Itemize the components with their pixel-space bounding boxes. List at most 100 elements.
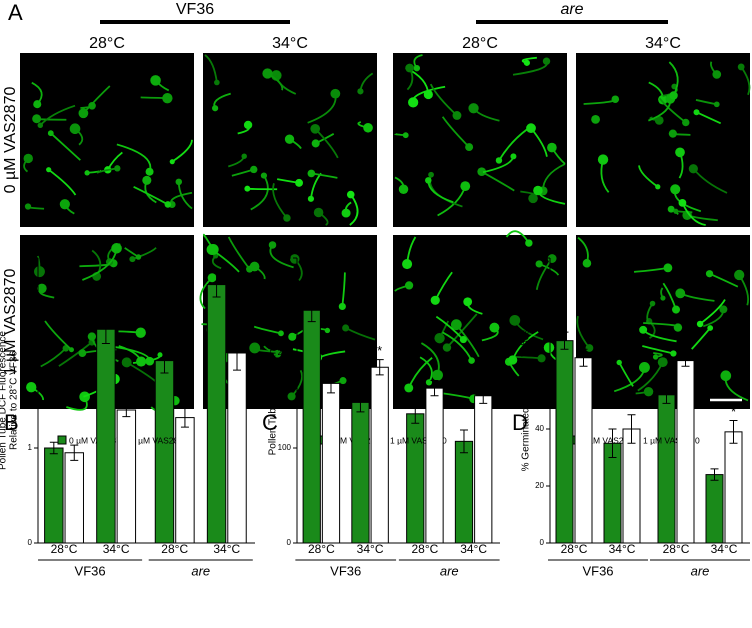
pollen-tube xyxy=(638,165,659,188)
pollen-tube xyxy=(648,98,672,122)
pollen-tube xyxy=(126,361,157,382)
bar xyxy=(705,474,724,544)
pollen-tube xyxy=(699,299,726,325)
x-tick-label: 28°C xyxy=(51,542,78,556)
pollen-tube xyxy=(40,347,67,368)
pollen-tube xyxy=(171,139,193,163)
temp-label: 34°C xyxy=(272,35,308,52)
error-bar xyxy=(375,359,384,376)
pollen-grain xyxy=(307,169,316,178)
pollen-tube xyxy=(481,326,499,342)
pollen-tube xyxy=(35,117,67,121)
error-bar xyxy=(430,380,439,397)
x-tick-label: 28°C xyxy=(663,542,690,556)
bar xyxy=(116,409,137,544)
bar xyxy=(676,360,695,544)
pollen-tube xyxy=(269,244,294,269)
y-tick-label: 1 xyxy=(28,443,33,452)
pollen-tube xyxy=(66,396,88,411)
legend-label: 1 µM VAS2870 xyxy=(643,435,700,445)
error-bar xyxy=(560,331,569,350)
error-bar xyxy=(411,403,420,424)
bar xyxy=(574,357,593,544)
pollen-tube xyxy=(593,118,597,124)
x-tick-label: 28°C xyxy=(161,542,188,556)
pollen-tube xyxy=(318,211,329,226)
pollen-tube xyxy=(420,342,440,376)
pollen-tube xyxy=(429,83,458,117)
pollen-grain xyxy=(547,142,557,153)
pollen-tube xyxy=(406,236,417,265)
group-label: are xyxy=(191,563,210,578)
error-bar xyxy=(70,444,79,461)
pollen-tube xyxy=(64,203,75,215)
pollen-tube xyxy=(679,292,715,302)
pollen-grain xyxy=(243,120,253,130)
y-tick-label: 100 xyxy=(278,443,292,452)
error-bar xyxy=(356,392,365,413)
pollen-tube xyxy=(658,97,687,124)
pollen-tube xyxy=(394,176,405,190)
pollen-tube xyxy=(419,356,433,383)
pollen-tube xyxy=(114,346,151,362)
panel-label: D xyxy=(512,410,528,435)
x-tick-label: 34°C xyxy=(357,542,384,556)
temp-label: 28°C xyxy=(462,35,498,52)
pollen-tube xyxy=(413,54,423,69)
error-bar xyxy=(627,414,636,444)
pollen-tube xyxy=(294,258,303,282)
panel-label: A xyxy=(8,0,23,25)
pollen-tube xyxy=(740,66,751,96)
group-label: VF36 xyxy=(75,563,106,578)
y-tick-label: 0 xyxy=(540,538,545,547)
pollen-tube xyxy=(642,345,674,355)
pollen-tube xyxy=(177,181,193,210)
pollen-tube xyxy=(227,236,251,270)
pollen-tube xyxy=(600,159,610,193)
pollen-tube xyxy=(307,93,337,124)
x-tick-label: 34°C xyxy=(609,542,636,556)
group-label: VF36 xyxy=(582,563,613,578)
bar xyxy=(425,387,444,544)
error-bar xyxy=(180,407,189,428)
pollen-tube xyxy=(648,81,664,100)
error-bar xyxy=(681,354,690,367)
pollen-tube xyxy=(211,255,222,270)
x-tick-label: 34°C xyxy=(103,542,130,556)
bar xyxy=(227,352,247,544)
panel-label: C xyxy=(262,410,278,435)
pollen-tube xyxy=(116,143,152,173)
x-tick-label: 28°C xyxy=(411,542,438,556)
pollen-tube xyxy=(48,168,77,196)
pollen-tube xyxy=(124,247,139,258)
pollen-tube xyxy=(394,133,406,137)
y-axis-label: % Germinated with Intact Tubes xyxy=(521,330,532,472)
pollen-grain xyxy=(405,63,415,73)
significance-mark: * xyxy=(182,392,187,407)
pollen-tube xyxy=(359,72,374,92)
pollen-tube xyxy=(213,92,231,109)
pollen-tube xyxy=(520,190,537,200)
pollen-grain xyxy=(402,132,409,139)
error-bar xyxy=(307,298,316,323)
micrograph xyxy=(576,235,750,409)
pollen-tube xyxy=(643,322,680,329)
bar xyxy=(474,395,493,544)
pollen-tube xyxy=(199,277,213,310)
pollen-tube xyxy=(482,156,515,174)
pollen-tube xyxy=(31,81,43,105)
pollen-tube xyxy=(738,274,749,306)
pollen-tube xyxy=(710,61,718,76)
group-label: VF36 xyxy=(330,563,361,578)
bar xyxy=(321,382,341,544)
bar xyxy=(64,452,84,544)
pollen-tube xyxy=(290,369,303,397)
pollen-tube xyxy=(245,187,278,191)
pollen-tube xyxy=(633,266,669,273)
pollen-tube xyxy=(435,315,465,341)
y-axis-label: Pollen Tube DCF Fluorescence xyxy=(0,331,9,470)
pollen-tube xyxy=(696,111,722,125)
pollen-tube xyxy=(311,172,338,179)
bar xyxy=(454,440,474,544)
